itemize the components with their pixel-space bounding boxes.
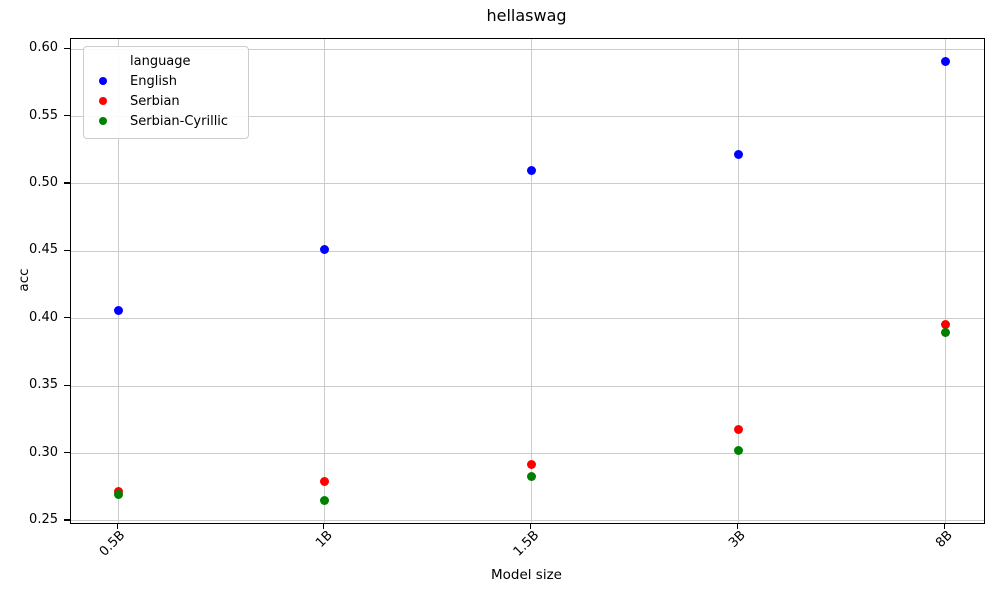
data-point <box>113 489 123 499</box>
data-point <box>940 56 950 66</box>
y-tick <box>64 317 70 319</box>
data-point <box>527 471 536 481</box>
legend: language English Serbian Serbian-Cyrillic <box>83 46 249 139</box>
gridline-horizontal <box>71 453 984 455</box>
data-point <box>527 165 536 175</box>
y-tick <box>64 519 70 521</box>
legend-marker <box>99 77 107 85</box>
y-tick-label: 0.25 <box>29 511 58 527</box>
gridline-horizontal <box>71 318 984 320</box>
x-tick <box>736 523 738 529</box>
legend-entries: English Serbian Serbian-Cyrillic <box>99 71 240 131</box>
gridline-vertical <box>737 39 739 523</box>
legend-entry-label: Serbian-Cyrillic <box>130 113 229 129</box>
chart-title: hellaswag <box>486 6 567 25</box>
legend-entry: English <box>99 71 240 91</box>
legend-title: language <box>130 54 191 69</box>
x-axis-label: Model size <box>490 567 562 583</box>
y-tick-label: 0.35 <box>29 377 58 393</box>
gridline-vertical <box>531 39 532 523</box>
y-tick-label: 0.40 <box>29 309 58 325</box>
data-point <box>320 496 330 506</box>
gridline-vertical <box>944 39 946 523</box>
data-point <box>113 306 123 316</box>
gridline-horizontal <box>71 183 984 185</box>
data-point <box>940 327 950 337</box>
x-tick-label: 1.5B <box>510 528 543 560</box>
y-tick-label: 0.30 <box>29 444 58 460</box>
x-tick-label: 0.5B <box>97 528 129 560</box>
y-axis-label: acc <box>16 268 32 292</box>
x-tick <box>323 523 325 529</box>
gridline-vertical <box>117 39 119 523</box>
legend-marker <box>99 117 107 125</box>
plot-area: language English Serbian Serbian-Cyrillic <box>70 38 985 524</box>
legend-entry: Serbian <box>99 91 240 111</box>
gridline-horizontal <box>71 48 984 50</box>
y-tick <box>64 452 70 454</box>
y-tick <box>64 47 70 49</box>
data-point <box>320 477 330 487</box>
legend-entry: Serbian-Cyrillic <box>99 111 240 131</box>
x-tick <box>943 523 945 529</box>
y-tick-label: 0.45 <box>29 242 58 258</box>
y-tick <box>64 384 70 386</box>
x-tick <box>530 523 532 529</box>
y-tick <box>64 249 70 252</box>
gridline-horizontal <box>71 116 984 118</box>
x-tick-label: 3B <box>726 528 749 551</box>
data-point <box>733 446 743 456</box>
data-point <box>527 459 536 469</box>
legend-entry-label: Serbian <box>130 93 180 109</box>
data-point <box>733 424 743 434</box>
gridline-horizontal <box>71 520 984 522</box>
legend-entry-label: English <box>130 73 177 89</box>
y-tick-label: 0.55 <box>29 107 58 123</box>
data-point <box>940 319 950 329</box>
y-tick-label: 0.50 <box>29 174 58 190</box>
y-tick-label: 0.60 <box>29 40 58 56</box>
gridline-vertical <box>324 39 326 523</box>
legend-marker <box>99 97 107 105</box>
y-tick <box>64 182 70 184</box>
gridline-horizontal <box>71 250 984 252</box>
x-tick-label: 1B <box>312 528 336 551</box>
y-tick <box>64 115 70 117</box>
x-tick-label: 8B <box>932 528 956 551</box>
data-point <box>320 245 330 255</box>
data-point <box>733 149 743 159</box>
x-tick <box>116 523 118 529</box>
gridline-horizontal <box>71 385 984 387</box>
